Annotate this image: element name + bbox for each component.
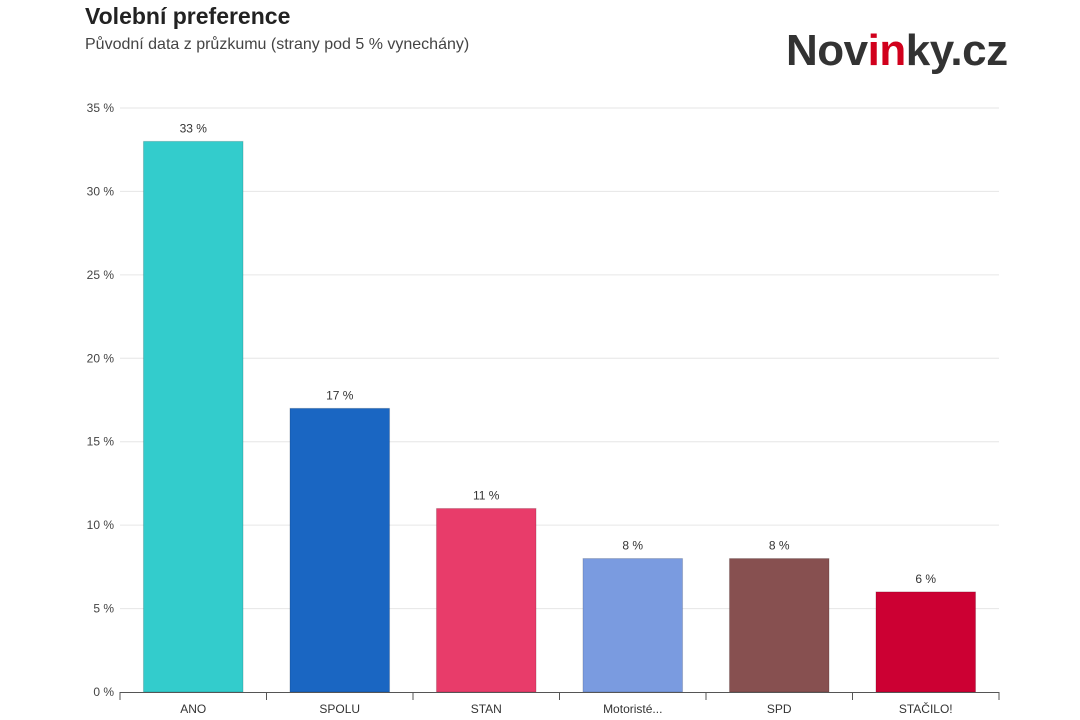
logo-text-accent: in [867,26,907,75]
x-tick-label: Motoristé... [603,702,662,716]
novinky-logo[interactable]: Novinky.cz [786,26,1008,76]
data-label: 33 % [180,121,208,135]
y-tick-label: 10 % [87,518,115,532]
bar-1[interactable] [289,407,391,693]
bar-3[interactable] [582,558,684,693]
bar-5[interactable] [875,591,977,693]
data-label: 6 % [915,572,936,586]
chart-title: Volební preference [85,3,291,29]
y-tick-label: 30 % [87,184,115,198]
bar-4[interactable] [728,558,830,693]
x-tick-label: STAN [471,702,502,716]
data-label: 8 % [769,539,790,553]
y-tick-label: 15 % [87,435,115,449]
y-tick-label: 25 % [87,268,115,282]
bar-2[interactable] [435,507,537,693]
data-label: 8 % [622,539,643,553]
x-tick-label: SPD [767,702,792,716]
chart-subtitle: Původní data z průzkumu (strany pod 5 % … [85,36,470,53]
y-tick-label: 20 % [87,351,115,365]
data-label: 17 % [326,388,354,402]
y-tick-label: 0 % [93,685,114,699]
data-label: 11 % [473,488,500,502]
x-axis: ANO SPOLU STAN Motoristé... SPD STAČILO! [119,692,1000,716]
x-tick-label: SPOLU [319,702,360,716]
y-tick-label: 5 % [93,602,114,616]
y-axis: 0 % 5 % 10 % 15 % 20 % 25 % 30 % 35 % [87,101,115,699]
gridlines [120,107,999,610]
bar-0[interactable] [142,140,244,693]
y-tick-label: 35 % [87,101,115,115]
logo-text-start: Nov [786,26,868,75]
logo-text-end: ky.cz [905,26,1008,75]
bars: 33 % 17 % 11 % 8 % 8 % 6 % [142,121,977,693]
x-tick-label: ANO [180,702,206,716]
x-tick-label: STAČILO! [899,701,953,716]
